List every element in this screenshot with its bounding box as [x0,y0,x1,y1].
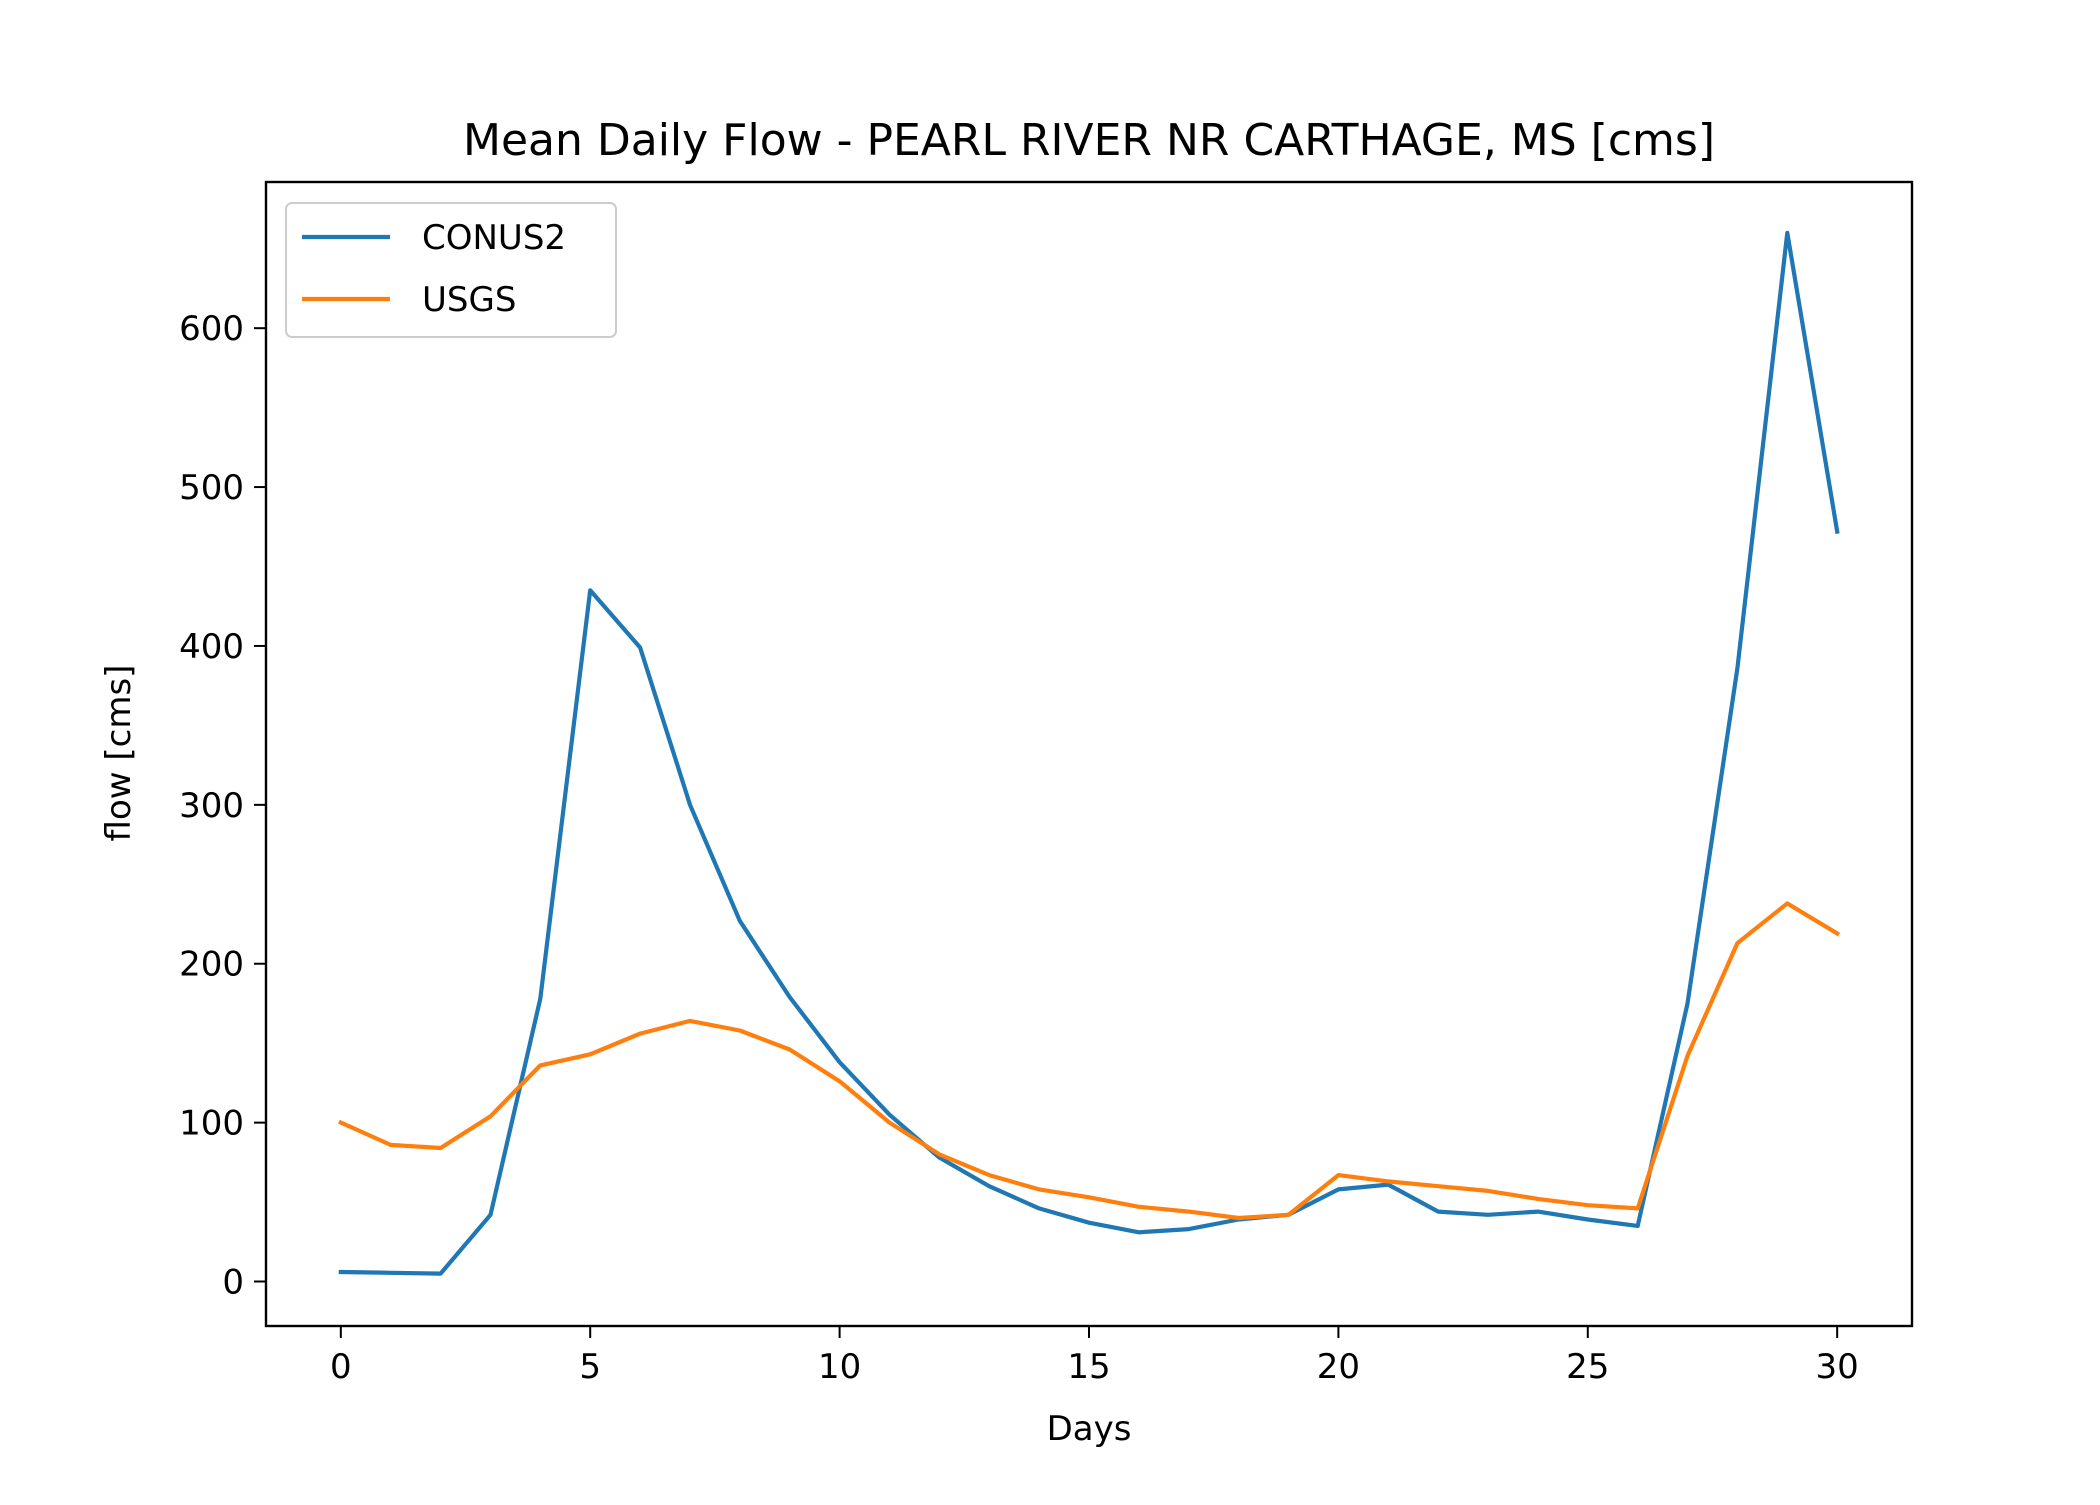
legend-label-usgs: USGS [422,280,516,320]
x-tick-label: 15 [1067,1347,1110,1387]
y-tick-label: 200 [179,945,244,985]
plot-area [338,230,1841,1276]
y-tick-label: 600 [179,309,244,349]
x-tick-label: 20 [1317,1347,1360,1387]
x-tick-label: 25 [1566,1347,1609,1387]
legend: CONUS2 USGS [285,202,617,338]
chart-title: Mean Daily Flow - PEARL RIVER NR CARTHAG… [463,115,1715,166]
y-tick-label: 300 [179,786,244,826]
x-axis-label: Days [1047,1409,1132,1449]
series-line-conus2 [338,230,1840,1276]
x-tick-label: 10 [818,1347,861,1387]
x-tick-label: 0 [330,1347,352,1387]
series-line-usgs [338,901,1841,1221]
x-tick-label: 30 [1816,1347,1859,1387]
x-tick-label: 5 [579,1347,601,1387]
legend-label-conus2: CONUS2 [422,218,566,258]
y-tick-label: 400 [179,627,244,667]
y-tick-label: 100 [179,1104,244,1144]
y-tick-label: 0 [222,1263,244,1303]
y-axis-label: flow [cms] [99,665,139,842]
y-tick-label: 500 [179,468,244,508]
